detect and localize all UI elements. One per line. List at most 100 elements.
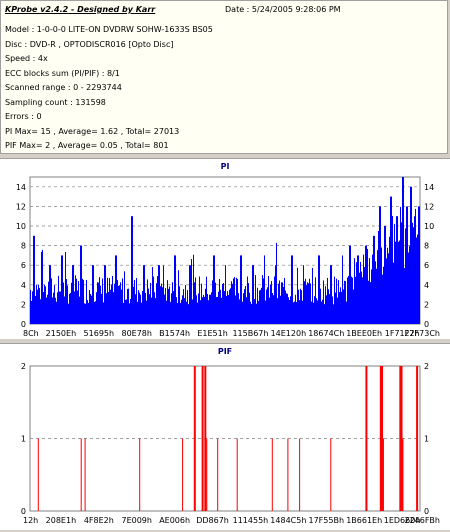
y-tick-label-left: 10 [16, 222, 26, 231]
pi-bar [107, 277, 108, 324]
pi-bar [151, 297, 152, 324]
pi-bar [154, 292, 155, 324]
pi-bar [53, 292, 54, 324]
pi-bar [281, 282, 282, 324]
pi-bar [58, 275, 59, 324]
pi-bar [305, 278, 306, 324]
pi-bar [278, 283, 279, 324]
pi-bar [117, 280, 118, 324]
pi-bar [260, 289, 261, 324]
y-tick-label-right: 0 [424, 320, 429, 329]
pi-bar [268, 275, 269, 324]
pi-bar [411, 186, 412, 324]
disc-line: Disc : DVD-R , OPTODISCR016 [Opto Disc] [5, 39, 174, 49]
pi-bar [238, 293, 239, 324]
pi-bar [66, 279, 67, 324]
pi-bar [215, 282, 216, 324]
pi-bar [95, 301, 96, 324]
pi-bar [88, 302, 89, 324]
pi-bar [43, 292, 44, 324]
x-tick-label: 1BEE0Eh [346, 329, 382, 338]
pi-bar [314, 296, 315, 324]
pi-bar [49, 265, 50, 324]
pi-bar [86, 279, 87, 324]
pi-bar [37, 289, 38, 324]
pi-bar [182, 295, 183, 324]
pi-bar [284, 277, 285, 324]
pi-bar [289, 300, 290, 324]
pi-bar [91, 295, 92, 324]
pi-bar [233, 278, 234, 324]
pif-bar [400, 366, 403, 511]
pi-bar [177, 302, 178, 324]
pi-bar [407, 206, 408, 324]
pi-bar [104, 265, 105, 324]
pi-bar [200, 300, 201, 324]
pi-bar [226, 296, 227, 324]
pif-bar [330, 438, 332, 511]
pi-bar [146, 300, 147, 324]
pi-bar [33, 235, 34, 324]
pi-bar [366, 245, 367, 324]
pi-bar [59, 291, 60, 324]
pi-bar [408, 252, 409, 324]
pi-bar [285, 290, 286, 324]
pi-bar [399, 240, 400, 324]
x-tick-label: 1F71F7h [385, 329, 420, 338]
range-line: Scanned range : 0 - 2293744 [5, 83, 122, 92]
pi-bar [167, 280, 168, 324]
pi-bar [413, 227, 414, 324]
pif-bar [366, 438, 368, 511]
pi-bar [390, 196, 391, 324]
pi-bar [290, 296, 291, 324]
y-tick-label-right: 8 [424, 242, 429, 251]
pi-bar [69, 293, 70, 324]
pi-bar [204, 296, 205, 324]
x-tick-label: 115B67h [232, 329, 268, 338]
pi-bar [168, 288, 169, 324]
pif-bar [217, 438, 219, 511]
pi-bar [258, 300, 259, 324]
pi-bar [211, 292, 212, 324]
pi-bar [134, 279, 135, 324]
pi-bar [357, 255, 358, 324]
pi-bar [227, 291, 228, 324]
y-tick-label-right: 6 [424, 261, 429, 270]
pi-bar [184, 298, 185, 324]
pi-bar [46, 297, 47, 324]
pi-bar [242, 301, 243, 324]
pi-bar [44, 284, 45, 324]
y-tick-label-right: 14 [424, 183, 434, 192]
pi-bar [356, 262, 357, 324]
pi-bar [78, 281, 79, 324]
y-tick-label-right: 0 [424, 507, 429, 516]
pi-bar [79, 296, 80, 324]
y-tick-label-left: 0 [21, 507, 26, 516]
pi-bar [64, 296, 65, 324]
x-tick-label: 17F55Bh [309, 516, 345, 525]
pi-bar [364, 267, 365, 324]
pi-bar [216, 297, 217, 324]
pi-bar [213, 255, 214, 324]
pi-bar [319, 255, 320, 324]
pi-bar [30, 289, 31, 324]
pi-bar [287, 293, 288, 324]
pi-bar [298, 289, 299, 324]
pi-bar [195, 277, 196, 324]
pi-bar [193, 254, 194, 324]
pi-bar [120, 282, 121, 324]
pi-bar [125, 299, 126, 324]
pi-bar [401, 222, 402, 324]
pi-bar [131, 216, 132, 324]
pi-bar [303, 265, 304, 324]
pi-bar [368, 280, 369, 324]
pi-bar [148, 288, 149, 324]
pi-bar [218, 291, 219, 324]
pi-bar [135, 294, 136, 324]
pi-bar [295, 294, 296, 324]
pi-bar [165, 288, 166, 324]
pi-bar [405, 228, 406, 324]
pi-bar [224, 291, 225, 324]
pif-bar [416, 366, 419, 511]
pi-bar [313, 302, 314, 324]
